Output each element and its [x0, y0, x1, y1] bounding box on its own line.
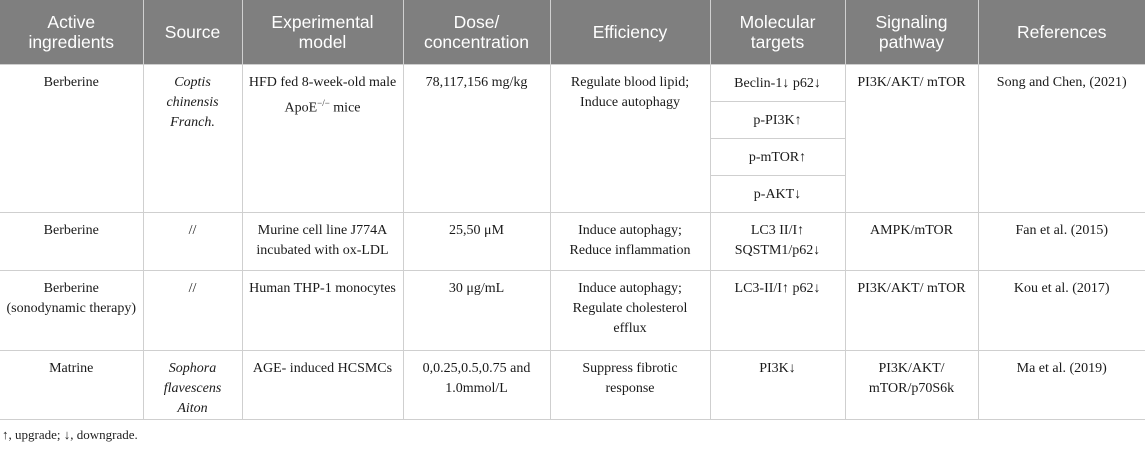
- header-active-ingredients: Active ingredients: [0, 0, 143, 65]
- data-table: Active ingredients Source Experimental m…: [0, 0, 1145, 420]
- cell-reference: Fan et al. (2015): [977, 212, 1145, 271]
- table-subrow: p-mTOR↑: [0, 138, 1145, 176]
- cell-ingredient: Berberine: [0, 212, 144, 271]
- cell-model: Human THP-1 monocytes: [241, 270, 404, 351]
- cell-source: //: [142, 212, 243, 271]
- cell-dose: 0,0.25,0.5,0.75 and 1.0mmol/L: [402, 350, 551, 420]
- cell-target: p-mTOR↑: [710, 138, 845, 176]
- cell-source: Coptis chinensis Franch.: [142, 64, 243, 213]
- header-references: References: [977, 0, 1145, 65]
- table-row: Berberine (sonodynamic therapy) // Human…: [0, 270, 1145, 351]
- cell-target: p-AKT↓: [710, 175, 845, 213]
- cell-target: Beclin-1↓ p62↓: [709, 64, 846, 102]
- table-header: Active ingredients Source Experimental m…: [0, 0, 1145, 65]
- cell-source: Sophora flavescens Aiton: [142, 350, 243, 420]
- cell-dose: 25,50 μM: [402, 212, 551, 271]
- table-row: Matrine Sophora flavescens Aiton AGE- in…: [0, 350, 1145, 420]
- cell-pathway: AMPK/mTOR: [844, 212, 979, 271]
- cell-dose: 30 μg/mL: [402, 270, 551, 351]
- cell-pathway: PI3K/AKT/ mTOR: [844, 270, 979, 351]
- cell-target: PI3K↓: [709, 350, 846, 420]
- table-subrow: p-PI3K↑: [0, 101, 1145, 139]
- cell-efficiency: Regulate blood lipid; Induce autophagy: [549, 64, 711, 213]
- cell-reference: Ma et al. (2019): [977, 350, 1145, 420]
- cell-target: LC3 II/I↑ SQSTM1/p62↓: [709, 212, 846, 271]
- cell-source: //: [142, 270, 243, 351]
- cell-model: HFD fed 8-week-old male ApoE−/− mice: [241, 64, 404, 213]
- header-dose: Dose/ concentration: [402, 0, 550, 65]
- header-molecular-targets: Molecular targets: [709, 0, 845, 65]
- cell-pathway: PI3K/AKT/ mTOR/p70S6k: [844, 350, 979, 420]
- cell-target: p-PI3K↑: [710, 101, 845, 139]
- cell-model: AGE- induced HCSMCs: [241, 350, 404, 420]
- cell-efficiency: Induce autophagy; Regulate cholesterol e…: [549, 270, 711, 351]
- cell-reference: Kou et al. (2017): [977, 270, 1145, 351]
- cell-target: LC3-II/I↑ p62↓: [709, 270, 846, 351]
- header-source: Source: [142, 0, 242, 65]
- table-footnote: ↑, upgrade; ↓, downgrade.: [2, 427, 138, 442]
- header-efficiency: Efficiency: [549, 0, 710, 65]
- cell-model: Murine cell line J774A incubated with ox…: [241, 212, 404, 271]
- header-experimental-model: Experimental model: [241, 0, 403, 65]
- cell-ingredient: Berberine (sonodynamic therapy): [0, 270, 144, 351]
- header-signaling-pathway: Signaling pathway: [844, 0, 978, 65]
- cell-efficiency: Induce autophagy; Reduce inflammation: [549, 212, 711, 271]
- table-row: Berberine // Murine cell line J774A incu…: [0, 212, 1145, 271]
- cell-efficiency: Suppress fibrotic response: [549, 350, 711, 420]
- cell-pathway: PI3K/AKT/ mTOR: [844, 64, 979, 213]
- cell-dose: 78,117,156 mg/kg: [402, 64, 551, 213]
- table-row: Berberine Coptis chinensis Franch. HFD f…: [0, 64, 1145, 213]
- cell-reference: Song and Chen, (2021): [977, 64, 1145, 213]
- cell-ingredient: Berberine: [0, 64, 144, 213]
- cell-ingredient: Matrine: [0, 350, 144, 420]
